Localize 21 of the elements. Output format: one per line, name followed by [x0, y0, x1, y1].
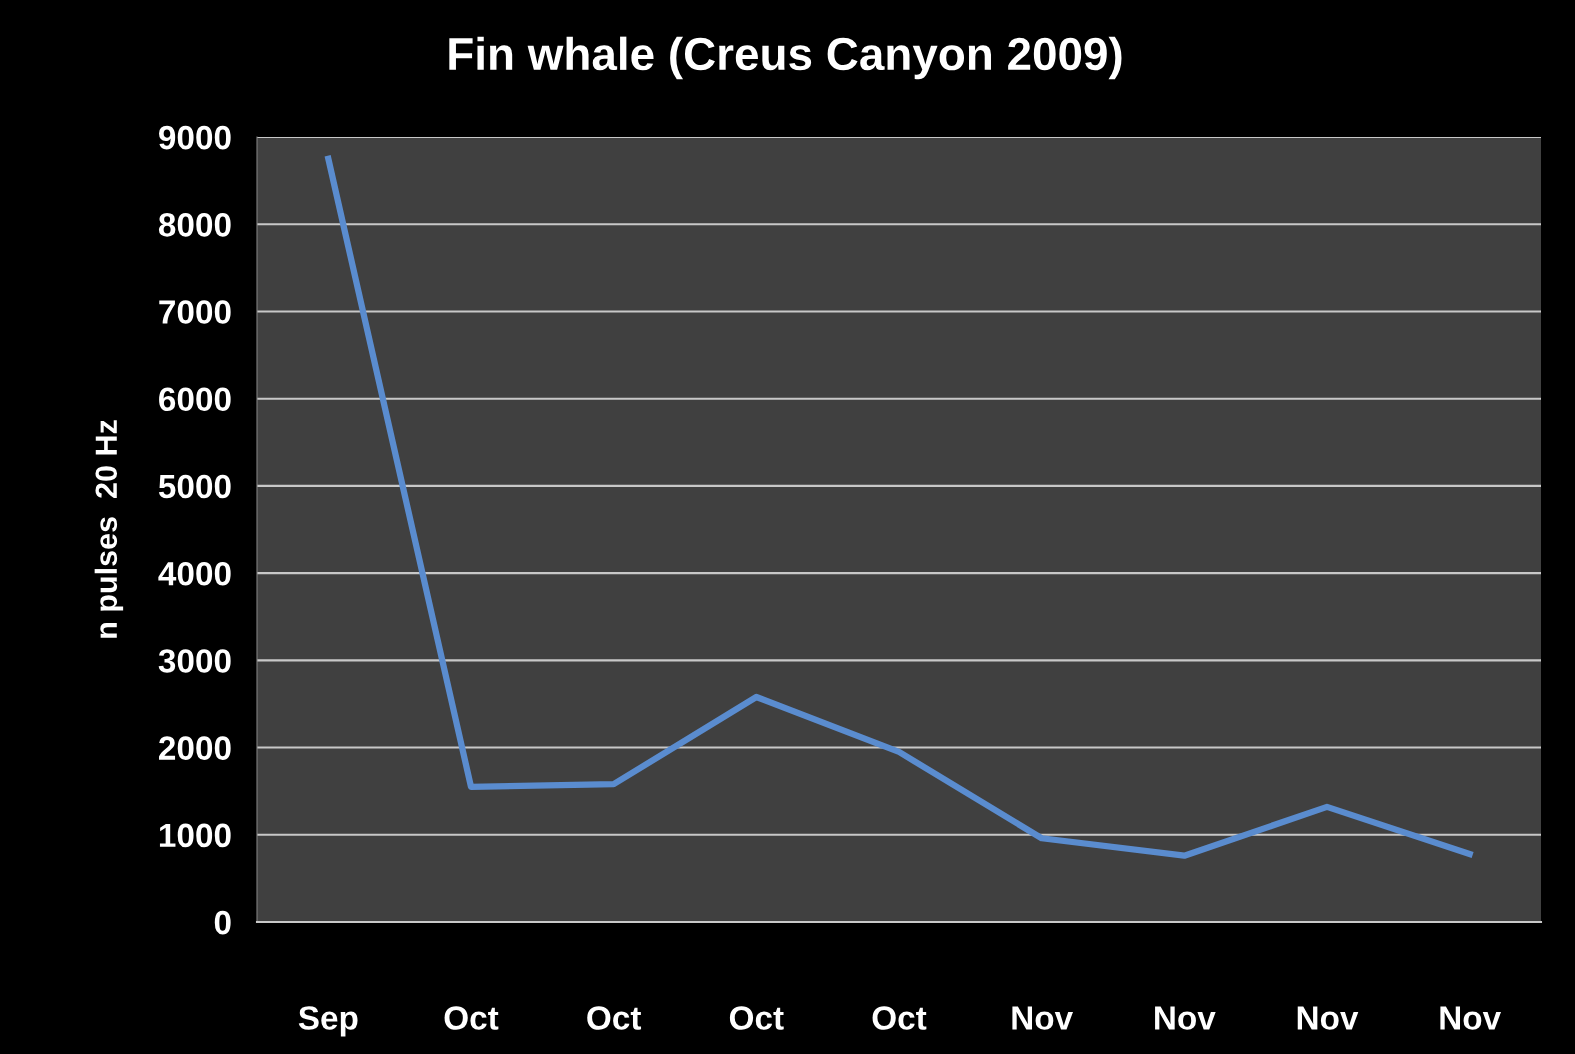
x-tick-label: Oct — [872, 1006, 927, 1030]
x-tick-label: Oct — [587, 1006, 642, 1030]
x-tick-label: Oct — [444, 1006, 499, 1030]
y-tick-label: 8000 — [158, 213, 231, 237]
y-tick-label: 4000 — [158, 561, 231, 586]
y-tick-label: 0 — [214, 910, 231, 935]
y-tick-label: 6000 — [159, 387, 231, 412]
y-tick-label: 1000 — [159, 823, 231, 848]
y-axis-title: n pulses 20 Hz — [94, 420, 124, 638]
x-tick-label: Nov — [1012, 1006, 1074, 1030]
y-tick-label: 9000 — [159, 125, 231, 150]
x-tick-label: Nov — [1297, 1006, 1359, 1030]
x-tick-label: Oct — [729, 1006, 784, 1030]
x-tick-label: Sep — [298, 1006, 358, 1037]
x-tick-label: Nov — [1155, 1006, 1216, 1030]
y-tick-label: 7000 — [159, 300, 231, 324]
y-tick-label: 5000 — [158, 474, 231, 499]
y-tick-label: 3000 — [158, 649, 231, 673]
chart-title: Fin whale (Creus Canyon 2009) — [449, 36, 1122, 80]
y-tick-label: 2000 — [159, 736, 231, 760]
x-tick-label: Nov — [1440, 1006, 1502, 1030]
